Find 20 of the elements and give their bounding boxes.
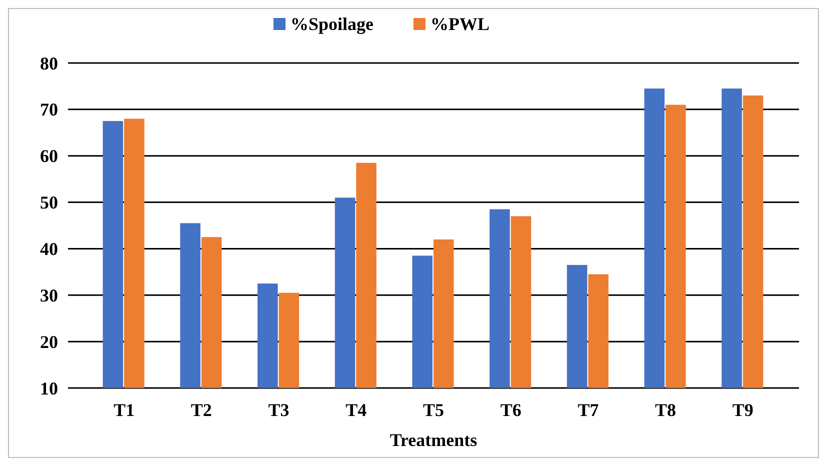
legend-label: %Spoilage [290,14,374,34]
y-tick-label: 10 [40,378,58,398]
x-tick-label: T5 [422,400,444,420]
y-tick-label: 50 [40,192,58,213]
y-tick-label: 60 [40,146,58,166]
x-tick-label: T8 [655,400,676,420]
y-tick-label: 30 [40,285,58,306]
x-tick-label: T9 [732,400,754,420]
y-tick-label: 80 [40,53,58,74]
y-tick-label: 70 [40,100,58,120]
x-tick-label: T7 [578,400,599,420]
x-axis-title: Treatments [390,430,478,450]
x-tick-label: T4 [346,400,367,420]
legend-label: %PWL [430,14,490,34]
x-tick-label: T1 [114,400,135,420]
x-tick-label: T3 [268,400,290,420]
x-tick-label: T6 [500,400,522,420]
y-tick-label: 20 [40,332,58,352]
y-tick-label: 40 [40,239,58,260]
x-tick-label: T2 [190,400,212,420]
